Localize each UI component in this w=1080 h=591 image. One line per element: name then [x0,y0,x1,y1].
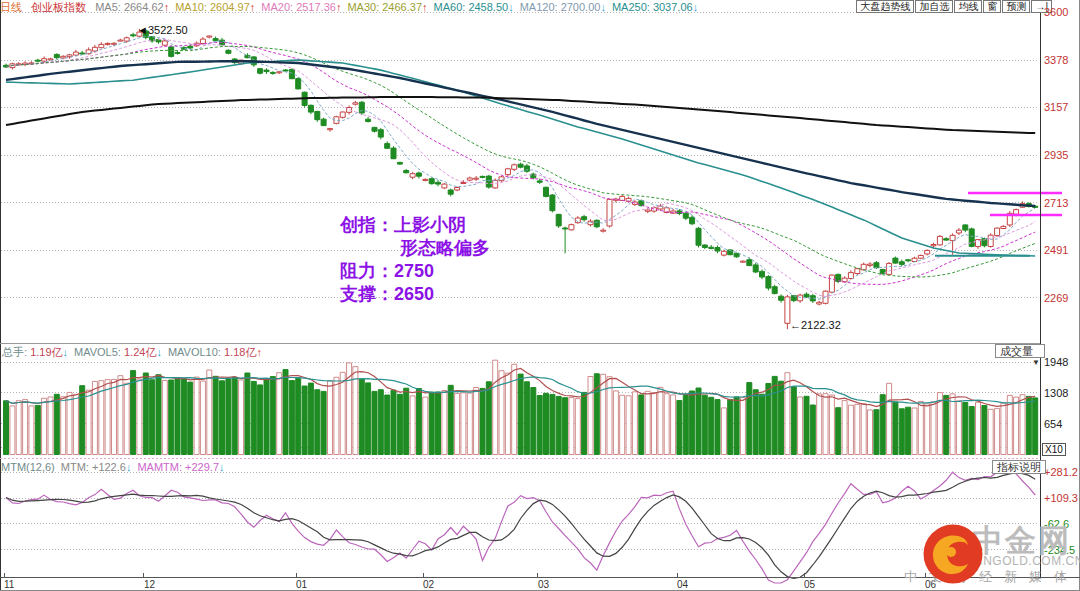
down-arrow-icon: ↓ [693,1,699,13]
ma-legend: MA5: 2664.62↑ MA10: 2604.97↑ MA20: 2517.36… [95,1,704,13]
price-axis-label: 3157 [1044,101,1068,113]
volume-axis-label: 1948 [1044,356,1068,368]
up-arrow-icon: ↑ [250,1,256,13]
mtm-axis-label: +109.3 [1044,492,1078,504]
down-arrow-icon: ↓ [508,1,514,13]
volume-header-item: MAVOL5: 1.24亿↓ [74,346,162,358]
volume-unit-label: X10 [1042,443,1066,456]
mtm-header: MTM(12,6) MTM: +122.6↓ MAMTM: +229.7↓ [1,461,231,473]
down-arrow-icon: ↓ [126,461,132,473]
ma-legend-item: MA60: 2458.50↓ [434,1,514,13]
month-label: 12 [144,579,155,590]
ma-legend-item: MA5: 2664.62↑ [95,1,169,13]
down-arrow-icon: ↓ [219,461,225,473]
annotation-line: 创指：上影小阴 [340,214,490,237]
down-arrow-icon: ↓ [156,346,162,358]
indicator-info-button[interactable]: 指标说明 [992,460,1046,474]
mtm-axis-label: +281.2 [1044,466,1078,478]
ma-legend-item: MA30: 2466.37↑ [347,1,427,13]
chart-canvas[interactable] [0,0,1080,591]
up-arrow-icon: ↑ [422,1,428,13]
mtm-header-item: MTM: +122.6↓ [61,461,132,473]
volume-type-label: 成交量 [1000,345,1033,357]
month-label: 04 [677,579,688,590]
indicator-name: MTM(12,6) [1,461,55,473]
month-label: 03 [538,579,549,590]
cngold-logo-icon [922,523,984,589]
watermark-domain: CNGOLD.COM.CN [974,554,1080,568]
annotation-line: 形态略偏多 [400,237,490,260]
up-arrow-icon: ↑ [164,1,170,13]
volume-axis-label: 654 [1044,418,1062,430]
analyst-annotation: 创指：上影小阴形态略偏多阻力：2750支撑：2650 [340,214,490,306]
volume-header: 总手: 1.19亿↓ MAVOL5: 1.24亿↓ MAVOL10: 1.18亿↑ [2,345,268,360]
price-axis-label: 2269 [1044,292,1068,304]
volume-axis-label: 1308 [1044,387,1068,399]
toolbar-button[interactable]: 预测 [1002,0,1030,13]
toolbar-button[interactable]: 均线 [954,0,982,13]
month-label: 11 [4,579,14,590]
month-label: 05 [804,579,815,590]
month-label: 02 [423,579,434,590]
down-arrow-icon: ↓ [600,1,606,13]
price-axis-label: 2935 [1044,149,1068,161]
mtm-header-item: MAMTM: +229.7↓ [137,461,224,473]
left-arrow-icon: ◄ [137,24,148,36]
price-axis-label: 3600 [1044,6,1068,18]
annotation-line: 阻力：2750 [340,260,490,283]
toolbar-button[interactable]: 加自选 [915,0,953,13]
month-label: 01 [296,579,307,590]
toolbar-button[interactable]: 大盘趋势线 [856,0,914,13]
ma-legend-item: MA20: 2517.36↑ [261,1,341,13]
annotation-line: 支撑：2650 [340,283,490,306]
toolbar-button[interactable]: 窗 [983,0,1001,13]
chevron-down-icon: ▼ [1032,357,1040,369]
ma-legend-item: MA10: 2604.97↑ [175,1,255,13]
up-arrow-icon: ↑ [336,1,342,13]
trough-price-label: ←2122.32 [790,319,841,331]
up-arrow-icon: ↑ [256,346,262,358]
volume-header-item: MAVOL10: 1.18亿↑ [168,346,262,358]
left-arrow-icon: ← [790,319,801,331]
peak-price-label: ◄3522.50 [137,24,188,36]
price-axis-label: 2713 [1044,197,1068,209]
index-name[interactable]: 创业板指数 [31,1,86,13]
volume-type-dropdown[interactable]: 成交量 ▼ [995,344,1045,358]
period-label[interactable]: 日线 [0,1,22,13]
volume-header-item: 总手: 1.19亿↓ [2,346,68,358]
toolbar-buttons: 大盘趋势线加自选均线窗预测→| [855,0,1052,13]
ma-legend-item: MA250: 3037.06↓ [612,1,698,13]
down-arrow-icon: ↓ [63,346,69,358]
price-axis-label: 2491 [1044,244,1068,256]
price-axis-label: 3378 [1044,54,1068,66]
stock-chart-app: 日线 创业板指数 MA5: 2664.62↑ MA10: 2604.97↑ MA20… [0,0,1080,591]
ma-legend-item: MA120: 2700.00↓ [520,1,606,13]
